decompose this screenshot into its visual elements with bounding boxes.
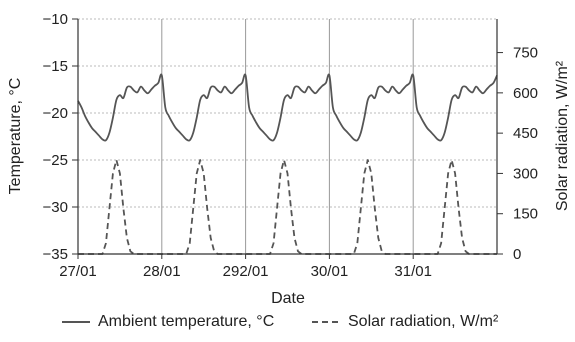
legend: Ambient temperature, °C Solar radiation,… bbox=[0, 313, 575, 337]
x-tick-label: 27/01 bbox=[59, 263, 97, 280]
solar-series-line bbox=[78, 159, 497, 255]
x-tick-label: 292/01 bbox=[223, 263, 269, 280]
right-tick-label: 450 bbox=[513, 125, 538, 142]
ticks: −10 −15 −20 −25 −30 −35 750 600 450 300 150 0 27/01 2… bbox=[43, 11, 538, 280]
series-layer bbox=[77, 73, 498, 255]
x-tick-label: 30/01 bbox=[311, 263, 349, 280]
left-tick-label: −25 bbox=[43, 152, 68, 169]
right-tick-label: 600 bbox=[513, 85, 538, 102]
chart: −10 −15 −20 −25 −30 −35 750 600 450 300 150 0 27/01 2… bbox=[7, 11, 571, 307]
right-axis-title: Solar radiation, W/m² bbox=[554, 60, 571, 211]
legend-item-solar: Solar radiation, W/m² bbox=[312, 313, 498, 331]
left-tick-label: −20 bbox=[43, 105, 68, 122]
legend-label-solar: Solar radiation, W/m² bbox=[348, 313, 499, 330]
legend-solid-line-icon bbox=[62, 321, 90, 323]
legend-item-temperature: Ambient temperature, °C bbox=[62, 313, 274, 331]
temperature-series-line bbox=[77, 73, 498, 142]
left-tick-label: −10 bbox=[43, 11, 68, 28]
left-tick-label: −30 bbox=[43, 199, 68, 216]
left-axis-title: Temperature, °C bbox=[7, 78, 24, 195]
right-tick-label: 300 bbox=[513, 165, 538, 182]
x-tick-label: 31/01 bbox=[394, 263, 432, 280]
left-tick-label: −15 bbox=[43, 58, 68, 75]
right-tick-label: 0 bbox=[513, 246, 521, 263]
legend-dashed-line-icon bbox=[312, 321, 340, 323]
x-axis-title: Date bbox=[271, 290, 305, 307]
x-tick-label: 28/01 bbox=[143, 263, 181, 280]
right-tick-label: 150 bbox=[513, 206, 538, 223]
left-tick-label: −35 bbox=[43, 246, 68, 263]
legend-label-temperature: Ambient temperature, °C bbox=[98, 313, 275, 330]
right-tick-label: 750 bbox=[513, 45, 538, 62]
axes bbox=[77, 19, 498, 255]
